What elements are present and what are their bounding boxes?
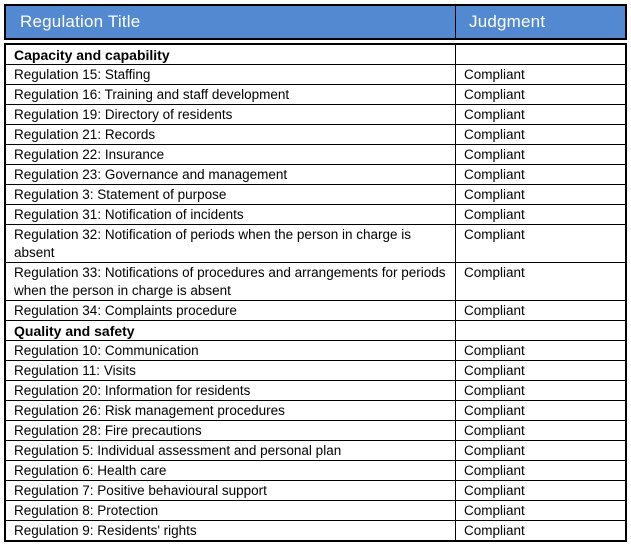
regulation-title-cell: Regulation 10: Communication: [6, 341, 456, 360]
table-row: Regulation 7: Positive behavioural suppo…: [6, 481, 625, 501]
judgment-cell: Compliant: [464, 363, 525, 378]
regulation-title-cell: Regulation 28: Fire precautions: [6, 421, 456, 440]
regulation-title-cell: Regulation 19: Directory of residents: [6, 105, 456, 124]
judgment-cell: Compliant: [464, 167, 525, 182]
table-row: Regulation 33: Notifications of procedur…: [6, 263, 625, 301]
judgment-cell: Compliant: [464, 265, 525, 280]
regulation-title-cell: Regulation 23: Governance and management: [6, 165, 456, 184]
judgment-cell: Compliant: [464, 87, 525, 102]
table-row: Regulation 16: Training and staff develo…: [6, 85, 625, 105]
regulation-title-cell: Regulation 11: Visits: [6, 361, 456, 380]
table-row: Regulation 21: Records Compliant: [6, 125, 625, 145]
regulation-title-cell: Regulation 15: Staffing: [6, 65, 456, 84]
section-name: Capacity and capability: [6, 45, 456, 64]
judgment-cell: Compliant: [464, 147, 525, 162]
regulation-title-cell: Regulation 5: Individual assessment and …: [6, 441, 456, 460]
table-row: Regulation 10: Communication Compliant: [6, 341, 625, 361]
table-row: Regulation 8: Protection Compliant: [6, 501, 625, 521]
regulation-title-cell: Regulation 16: Training and staff develo…: [6, 85, 456, 104]
judgment-cell: Compliant: [464, 207, 525, 222]
table-row: Regulation 6: Health care Compliant: [6, 461, 625, 481]
table-row: Regulation 34: Complaints procedure Compl…: [6, 301, 625, 321]
section-header-row: Capacity and capability: [6, 45, 625, 65]
table-row: Regulation 32: Notification of periods w…: [6, 225, 625, 263]
table-body: Capacity and capability Regulation 15: St…: [4, 43, 627, 542]
judgment-cell: Compliant: [464, 463, 525, 478]
table-row: Regulation 5: Individual assessment and …: [6, 441, 625, 461]
regulations-table: Regulation Title Judgment Capacity and c…: [4, 4, 627, 542]
judgment-cell: Compliant: [464, 483, 525, 498]
column-header-judgment: Judgment: [469, 12, 546, 31]
regulation-title-cell: Regulation 3: Statement of purpose: [6, 185, 456, 204]
section-header-row: Quality and safety: [6, 321, 625, 341]
judgment-cell: Compliant: [464, 523, 525, 538]
regulation-title-cell: Regulation 6: Health care: [6, 461, 456, 480]
regulation-title-cell: Regulation 26: Risk management procedure…: [6, 401, 456, 420]
table-row: Regulation 31: Notification of incidents…: [6, 205, 625, 225]
judgment-cell: Compliant: [464, 187, 525, 202]
regulation-title-cell: Regulation 33: Notifications of procedur…: [6, 263, 456, 300]
regulation-title-cell: Regulation 9: Residents' rights: [6, 521, 456, 540]
judgment-cell: Compliant: [464, 343, 525, 358]
judgment-cell: Compliant: [464, 443, 525, 458]
table-row: Regulation 28: Fire precautions Compliant: [6, 421, 625, 441]
judgment-cell: Compliant: [464, 127, 525, 142]
table-row: Regulation 3: Statement of purpose Compli…: [6, 185, 625, 205]
regulation-title-cell: Regulation 32: Notification of periods w…: [6, 225, 456, 262]
judgment-cell: Compliant: [464, 107, 525, 122]
table-row: Regulation 23: Governance and management…: [6, 165, 625, 185]
regulation-title-cell: Regulation 20: Information for residents: [6, 381, 456, 400]
table-row: Regulation 15: Staffing Compliant: [6, 65, 625, 85]
table-row: Regulation 9: Residents' rights Compliant: [6, 521, 625, 540]
judgment-cell: Compliant: [464, 67, 525, 82]
judgment-cell: Compliant: [464, 303, 525, 318]
table-row: Regulation 22: Insurance Compliant: [6, 145, 625, 165]
judgment-cell: Compliant: [464, 383, 525, 398]
table-header-row: Regulation Title Judgment: [4, 4, 627, 40]
section-name: Quality and safety: [6, 321, 456, 340]
section-judgment-empty: [456, 321, 625, 340]
table-row: Regulation 20: Information for residents…: [6, 381, 625, 401]
regulation-title-cell: Regulation 8: Protection: [6, 501, 456, 520]
regulation-title-cell: Regulation 7: Positive behavioural suppo…: [6, 481, 456, 500]
judgment-cell: Compliant: [464, 423, 525, 438]
regulation-title-cell: Regulation 22: Insurance: [6, 145, 456, 164]
column-header-regulation-title: Regulation Title: [6, 6, 456, 38]
section-judgment-empty: [456, 45, 625, 64]
judgment-cell: Compliant: [464, 503, 525, 518]
table-row: Regulation 19: Directory of residents Com…: [6, 105, 625, 125]
table-row: Regulation 26: Risk management procedure…: [6, 401, 625, 421]
judgment-cell: Compliant: [464, 403, 525, 418]
table-row: Regulation 11: Visits Compliant: [6, 361, 625, 381]
regulation-title-cell: Regulation 21: Records: [6, 125, 456, 144]
regulation-title-cell: Regulation 34: Complaints procedure: [6, 301, 456, 320]
judgment-cell: Compliant: [464, 227, 525, 242]
regulation-title-cell: Regulation 31: Notification of incidents: [6, 205, 456, 224]
